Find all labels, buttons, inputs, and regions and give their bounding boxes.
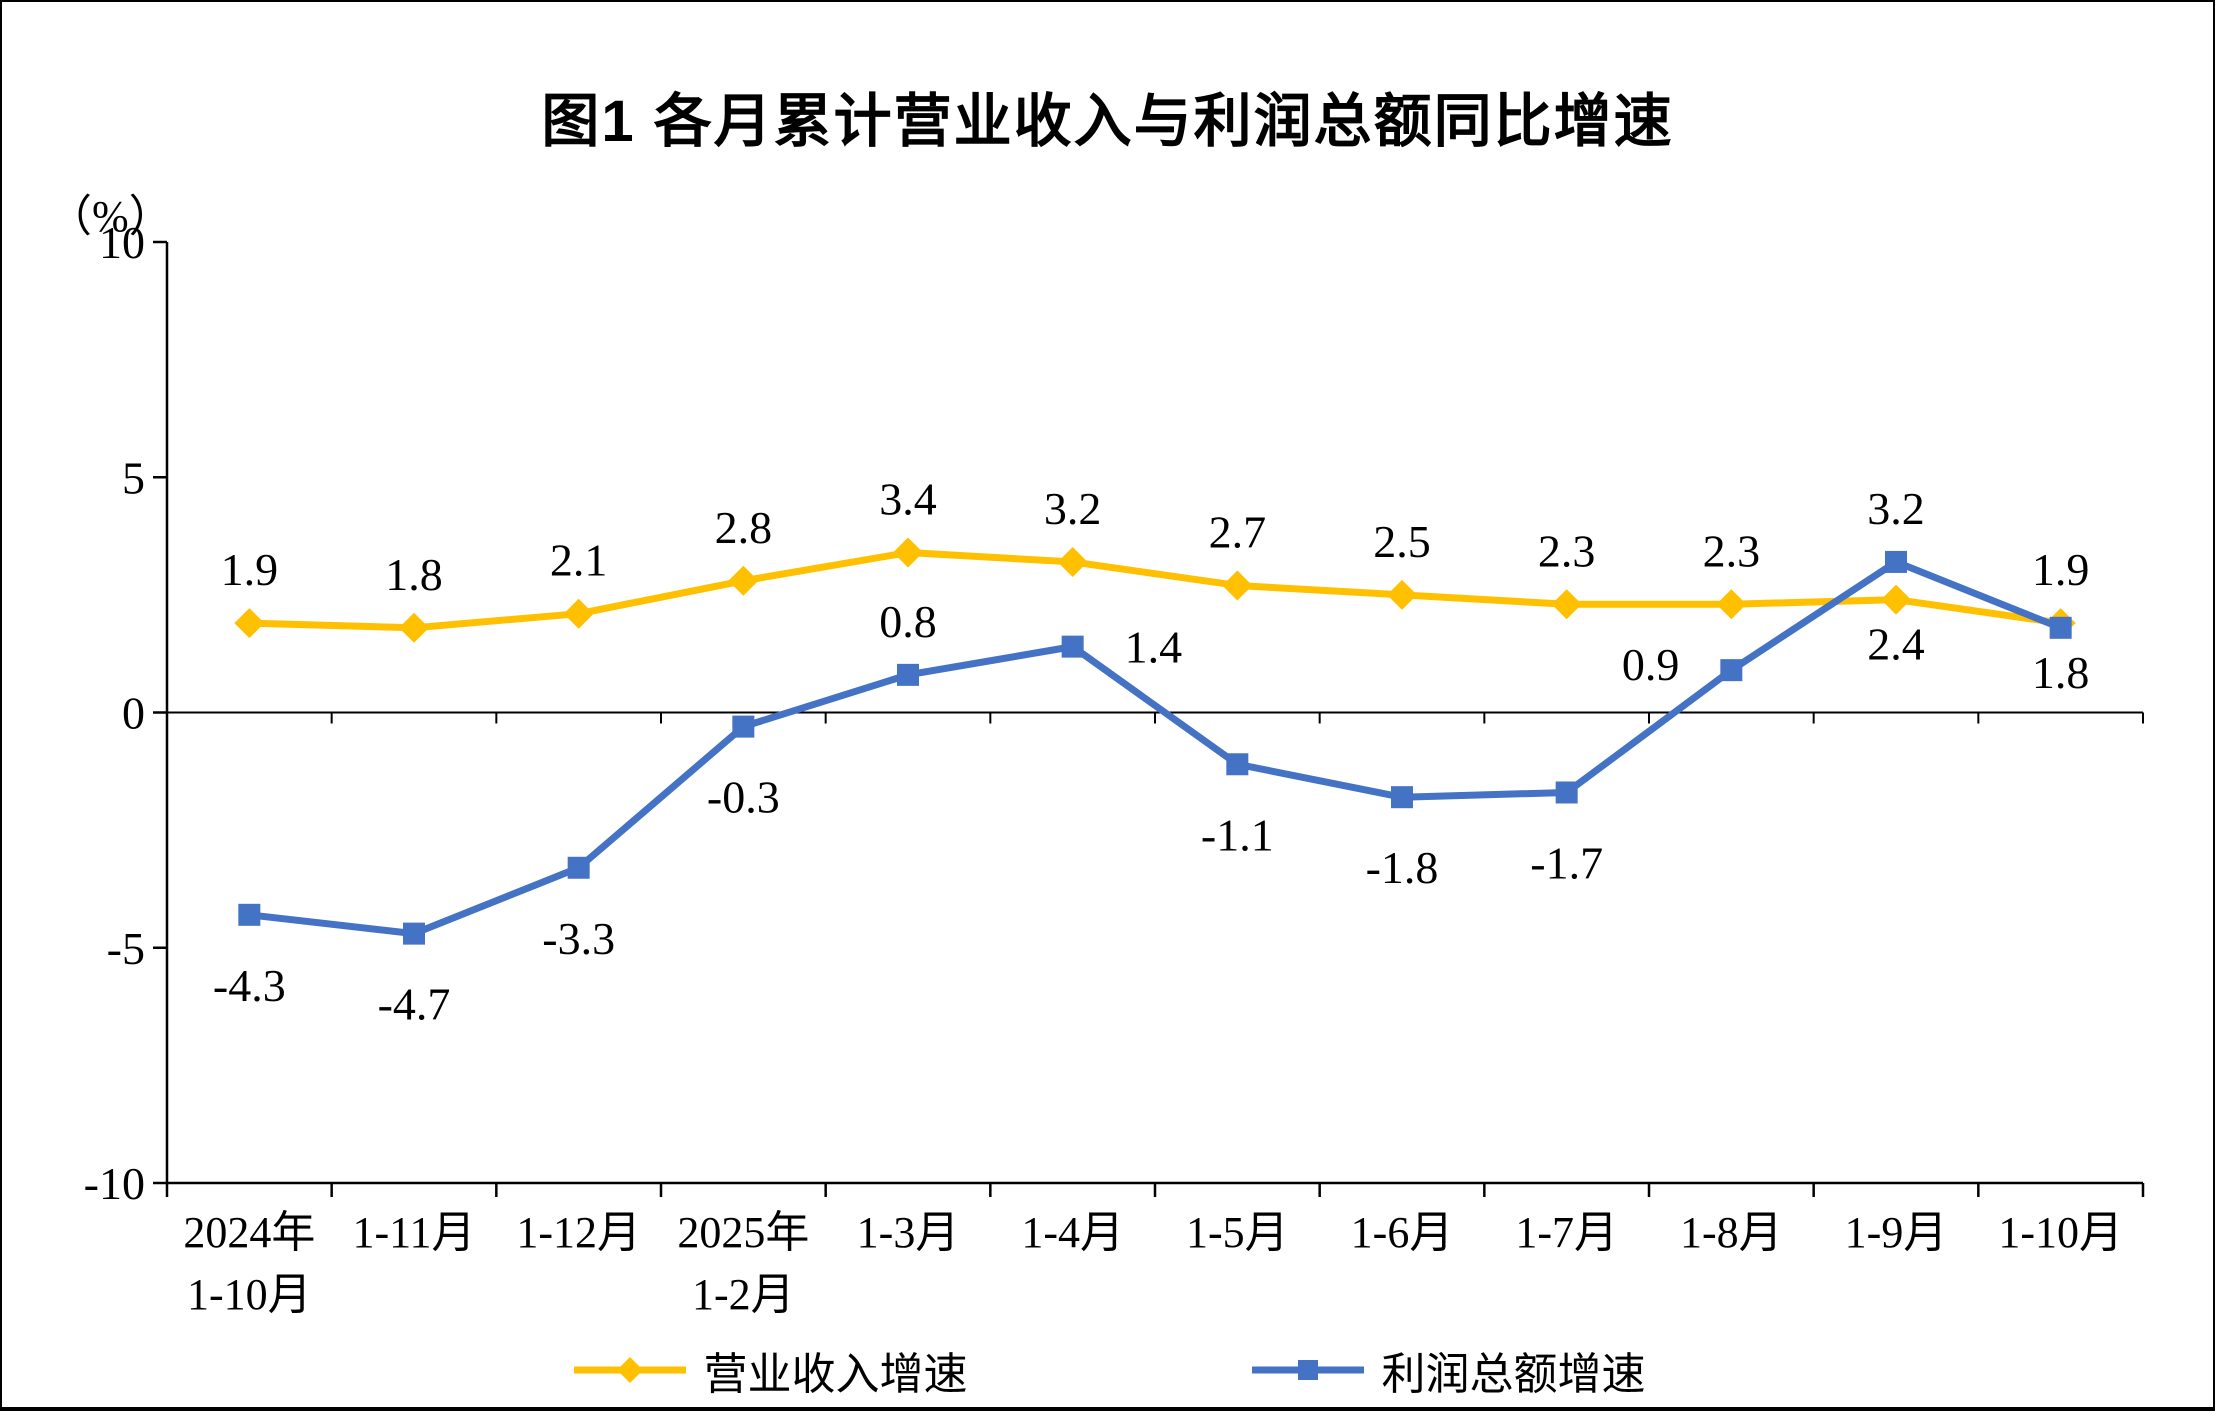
x-category-label: 1-11月 (352, 1208, 475, 1257)
x-category-label: 1-4月 (1021, 1208, 1124, 1257)
y-tick-label: -5 (107, 923, 145, 974)
x-category-label: 1-9月 (1845, 1208, 1948, 1257)
x-category-label: 2024年 (183, 1208, 315, 1257)
series-1-square-marker (1391, 786, 1413, 809)
data-label: -1.1 (1201, 809, 1274, 860)
x-category-label: 1-5月 (1186, 1208, 1289, 1257)
data-label: 2.3 (1538, 525, 1596, 576)
data-label: 3.4 (879, 474, 937, 525)
series-0-diamond-marker (563, 598, 594, 629)
data-label: -4.3 (213, 960, 286, 1011)
legend-label-profit: 利润总额增速 (1381, 1350, 1646, 1399)
series-1-square-marker (2049, 616, 2072, 639)
data-label: 2.7 (1209, 506, 1267, 557)
series-0-diamond-marker (399, 612, 429, 643)
data-label: 2.5 (1373, 516, 1431, 567)
data-label: -4.7 (378, 979, 451, 1030)
series-1-line (245, 558, 2065, 938)
series-1-square-marker (1885, 550, 1907, 573)
data-label: 2.3 (1703, 525, 1761, 576)
data-label: -3.3 (542, 913, 615, 964)
x-category-label: 1-3月 (857, 1208, 960, 1257)
data-label: 3.2 (1044, 483, 1102, 534)
x-category-label: 1-8月 (1680, 1208, 1783, 1257)
x-category-label: 1-7月 (1515, 1208, 1618, 1257)
series-0-diamond-marker (234, 608, 265, 639)
series-1-square-marker (1226, 753, 1249, 776)
series-0-diamond-marker (1551, 589, 1582, 620)
chart-legend: 营业收入增速 利润总额增速 (2, 1338, 2213, 1402)
y-axis-unit-label: （%） (48, 192, 173, 241)
y-tick-label: 10 (99, 217, 145, 268)
series-1-square-marker (1555, 781, 1578, 804)
legend-square-icon (1297, 1360, 1318, 1380)
series-1-square-marker (238, 903, 261, 926)
y-tick-label: 5 (122, 452, 145, 503)
x-category-label: 1-2月 (692, 1270, 795, 1319)
series-1-square-marker (403, 922, 425, 945)
data-label: 1.8 (2032, 647, 2090, 698)
x-category-label: 2025年 (677, 1208, 809, 1257)
data-label: 1.4 (1125, 622, 1183, 673)
data-label: 0.9 (1622, 639, 1680, 690)
series-0-diamond-marker (1222, 570, 1253, 601)
data-label: -0.3 (707, 772, 780, 823)
y-tick-label: -10 (84, 1158, 145, 1209)
data-label: 1.9 (221, 544, 279, 595)
series-1-square-marker (897, 663, 919, 686)
data-label: 1.9 (2032, 544, 2090, 595)
legend-label-revenue: 营业收入增速 (703, 1350, 968, 1399)
series-0-diamond-marker (1057, 546, 1088, 577)
profit-legend-marker-icon (1251, 1360, 1364, 1380)
x-category-label: 1-6月 (1351, 1208, 1454, 1257)
series-1-square-marker (567, 856, 590, 879)
x-category-label: 1-10月 (1998, 1208, 2123, 1257)
data-label: 2.8 (715, 502, 773, 553)
series-0-diamond-marker (728, 565, 759, 596)
series-1-square-marker (1061, 635, 1084, 658)
data-label: -1.7 (1530, 837, 1603, 888)
chart-title: 图1 各月累计营业收入与利润总额同比增速 (541, 89, 1674, 154)
legend-item-revenue: 营业收入增速 (570, 1338, 968, 1402)
revenue-legend-marker-icon (573, 1357, 686, 1383)
series-0-diamond-marker (1881, 584, 1911, 615)
series-1-square-marker (732, 715, 755, 738)
series-0-diamond-marker (1716, 589, 1747, 620)
legend-item-profit: 利润总额增速 (1248, 1338, 1646, 1402)
x-category-label: 1-10月 (187, 1270, 312, 1319)
y-tick-label: 0 (122, 688, 145, 739)
data-label: -1.8 (1366, 842, 1439, 893)
data-label: 1.8 (385, 549, 443, 600)
data-label: 0.8 (879, 596, 937, 647)
series-0-diamond-marker (1387, 579, 1417, 610)
x-category-label: 1-12月 (516, 1208, 641, 1257)
series-0-diamond-marker (893, 537, 923, 568)
data-label: 2.4 (1867, 619, 1925, 670)
data-label: 3.2 (1867, 483, 1925, 534)
legend-diamond-icon (616, 1357, 643, 1383)
data-label: 2.1 (550, 535, 608, 586)
series-1-square-marker (1720, 659, 1743, 682)
series-0-line (245, 549, 2065, 632)
